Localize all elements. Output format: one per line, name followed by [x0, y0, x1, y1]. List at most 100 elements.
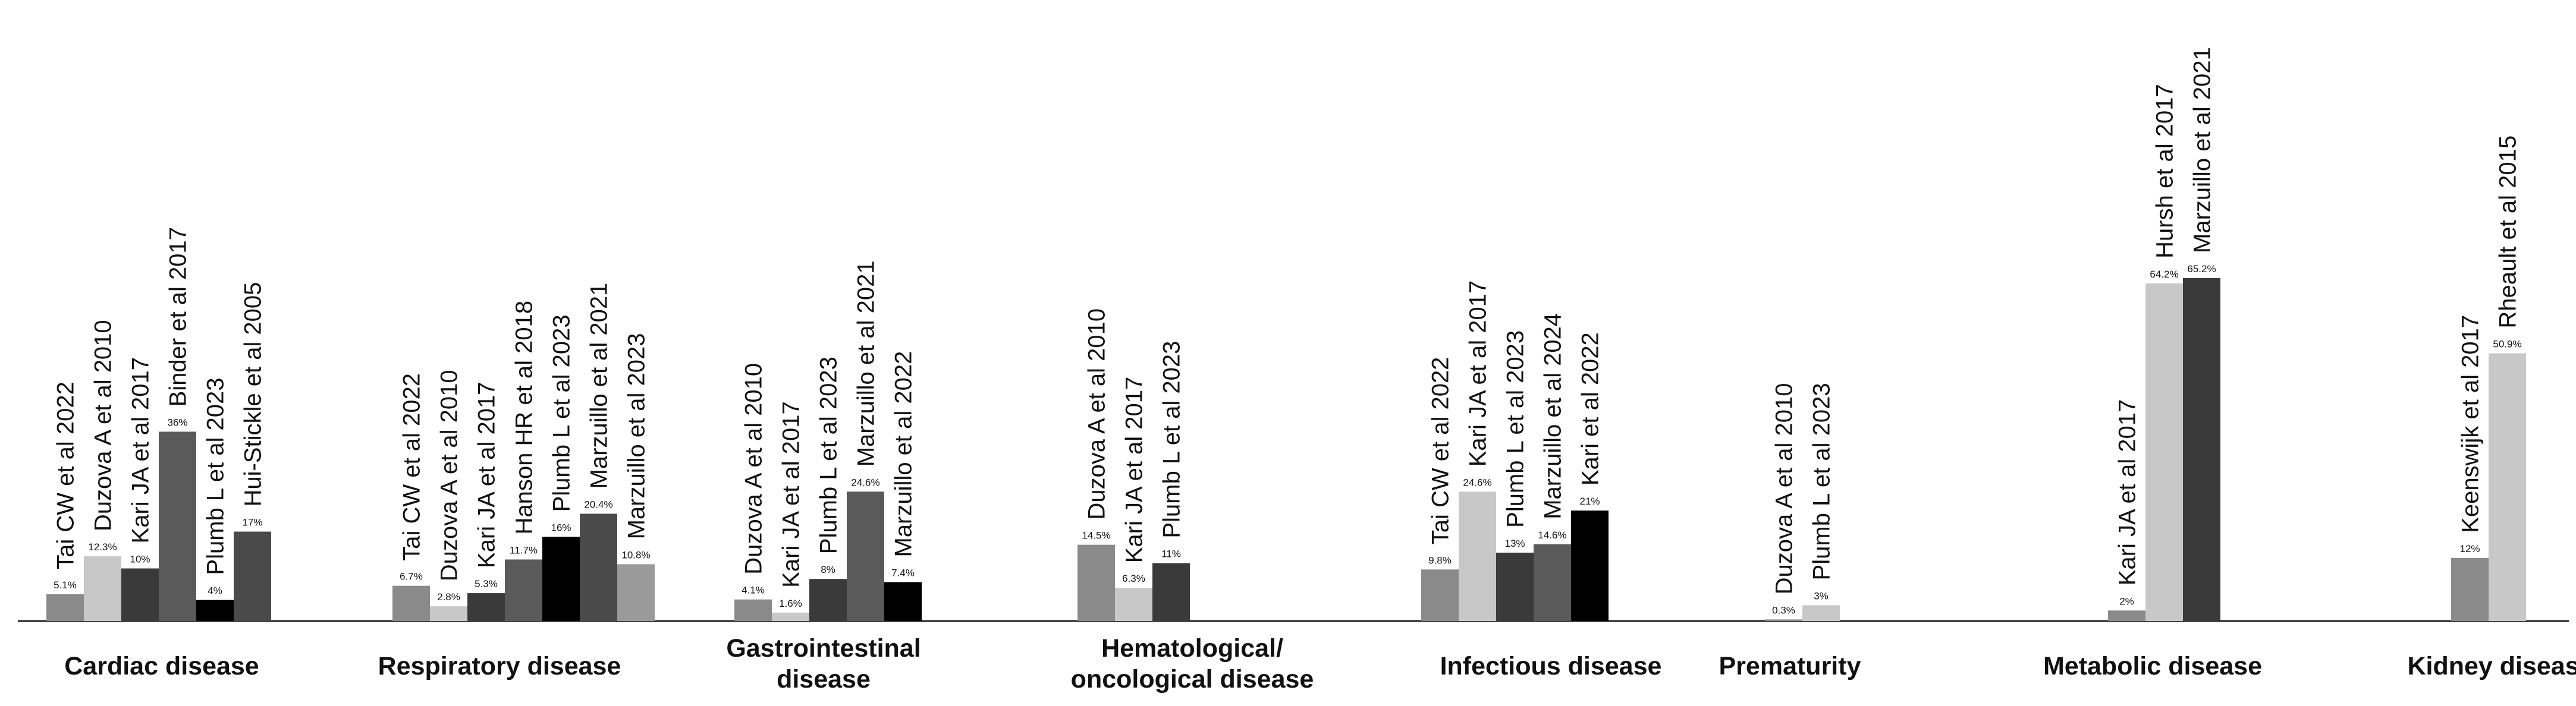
- bar: [505, 559, 542, 621]
- study-label: Tai CW et al 2022: [1428, 357, 1454, 545]
- bar: [1571, 510, 1609, 621]
- bar-group: 2% Kari JA et al 2017 64.2% Hursh et al 201…: [2043, 47, 2262, 680]
- bar: [1765, 619, 1802, 621]
- study-label: Marzuillo et al 2024: [1540, 313, 1566, 519]
- category-label: Kidney disease: [2407, 652, 2576, 680]
- study-label: Hursh et al 2017: [2152, 84, 2178, 259]
- study-label: Plumb L et al 2023: [1809, 383, 1835, 580]
- bar: [467, 593, 505, 621]
- data-label: 10.8%: [621, 549, 650, 560]
- study-label: Kari JA et al 2017: [1465, 280, 1491, 467]
- data-label: 12.3%: [88, 541, 117, 553]
- bar-group: 14.5% Duzova A et al 2010 6.3% Kari JA et a…: [1071, 308, 1314, 694]
- bar: [1496, 552, 1534, 621]
- data-label: 24.6%: [1463, 477, 1491, 488]
- study-label: Tai CW et al 2022: [53, 382, 79, 569]
- data-label: 11%: [1161, 549, 1181, 560]
- data-label: 10%: [130, 554, 150, 565]
- bar: [1077, 544, 1115, 621]
- bar: [2183, 278, 2220, 622]
- data-label: 65.2%: [2187, 263, 2216, 275]
- bar: [84, 556, 121, 621]
- data-label: 14.5%: [1082, 530, 1110, 541]
- study-label: Duzova A et al 2010: [1771, 383, 1798, 595]
- data-label: 12%: [2459, 543, 2480, 554]
- bar-group: 5.1% Tai CW et al 2022 12.3% Duzova A et al…: [46, 227, 271, 680]
- study-label: Kari JA et al 2017: [778, 401, 805, 588]
- study-label: Plumb L et al 2023: [549, 314, 575, 512]
- bar: [196, 600, 234, 621]
- bar: [46, 594, 84, 621]
- data-label: 7.4%: [891, 568, 915, 579]
- bar: [580, 513, 617, 621]
- bar: [542, 537, 580, 621]
- data-label: 6.3%: [1122, 573, 1145, 584]
- bar-group: 12% Keenswijk et al 2017 50.9% Rheault et a…: [2407, 135, 2576, 680]
- bar: [1534, 544, 1571, 621]
- study-label: Plumb L et al 2023: [203, 378, 229, 575]
- study-label: Rheault et al 2015: [2495, 135, 2521, 329]
- bar: [2108, 610, 2145, 621]
- bar: [2145, 283, 2183, 622]
- study-label: Marzuillo et al 2022: [891, 351, 917, 557]
- study-label: Hui-Stickle et al 2005: [240, 282, 266, 507]
- data-label: 5.3%: [475, 578, 498, 590]
- category-label: Cardiac disease: [64, 652, 259, 680]
- data-label: 8%: [821, 564, 835, 575]
- category-label: Hematological/: [1101, 634, 1283, 663]
- bar: [1115, 588, 1152, 621]
- bar: [1802, 605, 1840, 621]
- bar: [392, 585, 430, 621]
- bar: [847, 491, 884, 621]
- data-label: 17%: [242, 517, 262, 528]
- data-label: 24.6%: [851, 477, 879, 488]
- study-label: Duzova A et al 2010: [90, 320, 117, 531]
- study-label: Binder et al 2017: [165, 227, 191, 406]
- bar: [430, 606, 467, 621]
- data-label: 3%: [1814, 590, 1829, 601]
- study-label: Kari JA et al 2017: [2115, 399, 2141, 586]
- category-label: Infectious disease: [1440, 652, 1662, 680]
- bar-group: 6.7% Tai CW et al 2022 2.8% Duzova A et al …: [378, 283, 655, 680]
- study-label: Plumb L et al 2023: [816, 357, 842, 554]
- bar-group: 4.1% Duzova A et al 2010 1.6% Kari JA et al…: [726, 260, 922, 694]
- study-label: Plumb L et al 2023: [1159, 341, 1185, 538]
- study-label: Marzuillo et al 2021: [853, 260, 879, 467]
- data-label: 50.9%: [2493, 339, 2521, 350]
- data-label: 36%: [167, 417, 187, 428]
- study-label: Kari et al 2022: [1578, 332, 1604, 486]
- study-label: Kari JA et al 2017: [1121, 377, 1148, 563]
- data-label: 9.8%: [1428, 554, 1452, 566]
- category-label: Gastrointestinal: [726, 634, 921, 663]
- bar: [1421, 569, 1459, 621]
- bar-group: 9.8% Tai CW et al 2022 24.6% Kari JA et al …: [1421, 280, 1661, 680]
- data-label: 6.7%: [400, 571, 423, 582]
- bar-group: 0.3% Duzova A et al 2010 3% Plumb L et al 2…: [1719, 383, 1861, 680]
- data-label: 4.1%: [742, 585, 765, 596]
- study-label: Hanson HR et al 2018: [511, 301, 538, 535]
- category-label: oncological disease: [1071, 665, 1314, 694]
- data-label: 21%: [1579, 496, 1600, 507]
- study-label: Duzova A et al 2010: [741, 363, 767, 575]
- study-label: Kari JA et al 2017: [474, 382, 500, 569]
- bar: [772, 612, 809, 621]
- bar: [2451, 557, 2489, 621]
- data-label: 2.8%: [437, 591, 460, 603]
- category-label: Prematurity: [1719, 652, 1861, 680]
- data-label: 0.3%: [1772, 604, 1795, 616]
- study-label: Keenswijk et al 2017: [2458, 315, 2484, 533]
- data-label: 2%: [2119, 595, 2134, 607]
- study-label: Tai CW et al 2022: [399, 373, 425, 561]
- bar: [734, 599, 772, 621]
- study-label: Plumb L et al 2023: [1503, 330, 1529, 528]
- study-label: Marzuillo et al 2021: [586, 283, 612, 489]
- bar: [121, 568, 159, 621]
- bar: [809, 579, 847, 621]
- bar: [884, 582, 922, 621]
- bar: [2489, 353, 2526, 621]
- data-label: 14.6%: [1538, 530, 1566, 541]
- category-label: Respiratory disease: [378, 652, 621, 680]
- data-label: 1.6%: [779, 598, 802, 609]
- data-label: 5.1%: [54, 579, 77, 591]
